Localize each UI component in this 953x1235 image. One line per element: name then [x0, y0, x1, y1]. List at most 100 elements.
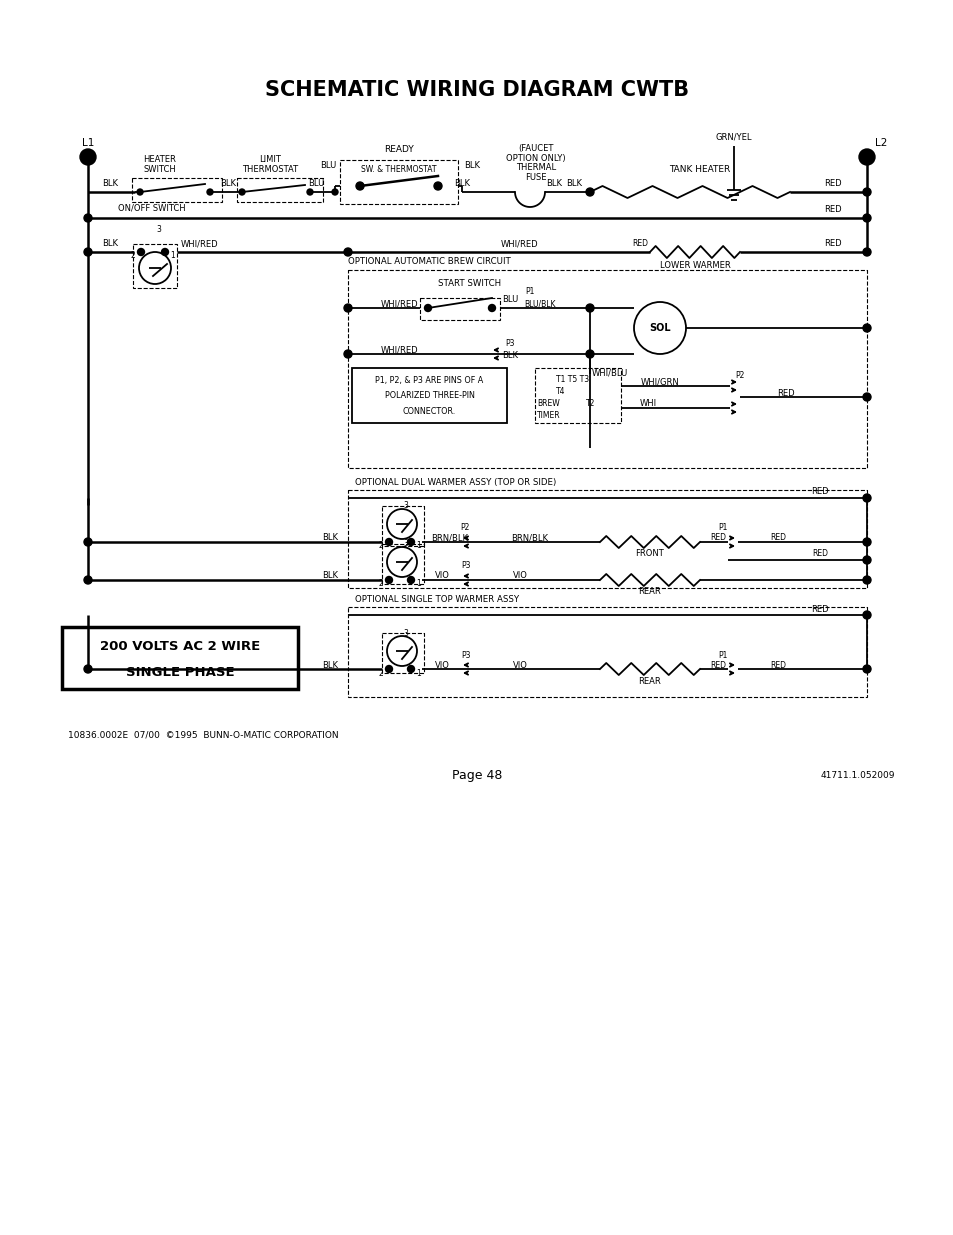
Bar	[352, 368, 506, 424]
Text: BLK: BLK	[102, 240, 118, 248]
Text: P3: P3	[460, 651, 470, 659]
Text: BLK: BLK	[322, 661, 337, 669]
Text: L1: L1	[82, 138, 94, 148]
Circle shape	[84, 576, 91, 584]
Text: WHI/RED: WHI/RED	[381, 300, 418, 309]
Text: BRN/BLK: BRN/BLK	[511, 534, 548, 542]
Text: GRN/YEL: GRN/YEL	[715, 132, 752, 142]
Bar	[132, 245, 177, 288]
Text: REAR: REAR	[638, 588, 660, 597]
Text: P1, P2, & P3 ARE PINS OF A: P1, P2, & P3 ARE PINS OF A	[375, 375, 483, 384]
Text: VIO: VIO	[435, 572, 449, 580]
Text: P3: P3	[460, 562, 470, 571]
Text: BLK: BLK	[501, 352, 517, 361]
Text: (FAUCET: (FAUCET	[517, 143, 553, 152]
Text: ON/OFF SWITCH: ON/OFF SWITCH	[118, 204, 186, 212]
Text: SOL: SOL	[648, 324, 670, 333]
Circle shape	[585, 188, 594, 196]
Text: OPTIONAL AUTOMATIC BREW CIRCUIT: OPTIONAL AUTOMATIC BREW CIRCUIT	[348, 258, 510, 267]
Bar	[132, 178, 222, 203]
Text: BLU/BLK: BLU/BLK	[524, 300, 556, 309]
Text: RED: RED	[810, 488, 828, 496]
Circle shape	[862, 324, 870, 332]
Circle shape	[385, 538, 392, 546]
Circle shape	[862, 538, 870, 546]
Text: 3: 3	[403, 501, 408, 510]
Text: RED: RED	[631, 240, 647, 248]
Circle shape	[585, 350, 594, 358]
Text: WHI/RED: WHI/RED	[181, 240, 218, 248]
Bar	[339, 161, 457, 204]
Circle shape	[385, 666, 392, 673]
Text: T2: T2	[586, 399, 595, 409]
Bar	[381, 634, 423, 673]
Circle shape	[161, 248, 169, 256]
Circle shape	[344, 350, 352, 358]
Text: P1: P1	[718, 524, 727, 532]
Text: 10836.0002E  07/00  ©1995  BUNN-O-MATIC CORPORATION: 10836.0002E 07/00 ©1995 BUNN-O-MATIC COR…	[68, 730, 338, 740]
Text: SINGLE PHASE: SINGLE PHASE	[126, 667, 234, 679]
Text: BLK: BLK	[545, 179, 561, 189]
Circle shape	[239, 189, 245, 195]
Text: WHI/RED: WHI/RED	[381, 346, 418, 354]
Circle shape	[488, 305, 495, 311]
Circle shape	[207, 189, 213, 195]
Text: BLK: BLK	[463, 162, 479, 170]
Text: P1: P1	[525, 288, 534, 296]
Bar	[348, 490, 866, 588]
Bar	[381, 506, 423, 546]
Circle shape	[407, 666, 414, 673]
Text: RED: RED	[811, 550, 827, 558]
Text: VIO: VIO	[512, 572, 527, 580]
Text: SCHEMATIC WIRING DIAGRAM CWTB: SCHEMATIC WIRING DIAGRAM CWTB	[265, 80, 688, 100]
Text: P3: P3	[505, 340, 515, 348]
Text: P2: P2	[735, 372, 744, 380]
Text: RED: RED	[769, 661, 785, 669]
Circle shape	[137, 189, 143, 195]
Text: RED: RED	[709, 661, 725, 669]
Text: 3: 3	[403, 629, 408, 637]
Text: BREW: BREW	[537, 399, 559, 409]
Text: HEATER: HEATER	[143, 156, 176, 164]
Circle shape	[585, 304, 594, 312]
Circle shape	[137, 248, 144, 256]
Circle shape	[80, 149, 96, 165]
Text: BLK: BLK	[565, 179, 581, 189]
Text: FUSE: FUSE	[525, 173, 546, 183]
Text: WHI/BLU: WHI/BLU	[591, 368, 627, 378]
Circle shape	[84, 538, 91, 546]
Text: 1: 1	[171, 252, 175, 261]
Text: OPTION ONLY): OPTION ONLY)	[506, 153, 565, 163]
Text: 1: 1	[416, 579, 421, 589]
Text: 3: 3	[156, 226, 161, 235]
Circle shape	[84, 248, 91, 256]
Text: SW. & THERMOSTAT: SW. & THERMOSTAT	[361, 165, 436, 174]
Bar	[348, 270, 866, 468]
Text: 2: 2	[378, 541, 383, 551]
Text: FRONT: FRONT	[635, 550, 663, 558]
Text: WHI/RED: WHI/RED	[500, 240, 538, 248]
Text: 200 VOLTS AC 2 WIRE: 200 VOLTS AC 2 WIRE	[100, 641, 260, 653]
Bar	[236, 178, 323, 203]
Text: BRN/BLK: BRN/BLK	[431, 534, 468, 542]
Circle shape	[862, 556, 870, 564]
Text: START SWITCH: START SWITCH	[438, 279, 501, 289]
Circle shape	[862, 664, 870, 673]
Circle shape	[355, 182, 364, 190]
Text: RED: RED	[709, 534, 725, 542]
Text: 2: 2	[131, 252, 135, 261]
Text: T4: T4	[556, 388, 565, 396]
Circle shape	[862, 576, 870, 584]
Text: 41711.1.052009: 41711.1.052009	[820, 771, 894, 779]
Text: P2: P2	[460, 524, 469, 532]
Text: CONNECTOR.: CONNECTOR.	[402, 406, 456, 415]
Circle shape	[84, 214, 91, 222]
Text: BLK: BLK	[322, 572, 337, 580]
Bar	[348, 606, 866, 697]
Text: 3: 3	[403, 540, 408, 548]
Text: RED: RED	[823, 240, 841, 248]
Text: BLK: BLK	[322, 534, 337, 542]
Circle shape	[307, 189, 313, 195]
Text: OPTIONAL SINGLE TOP WARMER ASSY: OPTIONAL SINGLE TOP WARMER ASSY	[355, 594, 518, 604]
Text: REAR: REAR	[638, 677, 660, 685]
